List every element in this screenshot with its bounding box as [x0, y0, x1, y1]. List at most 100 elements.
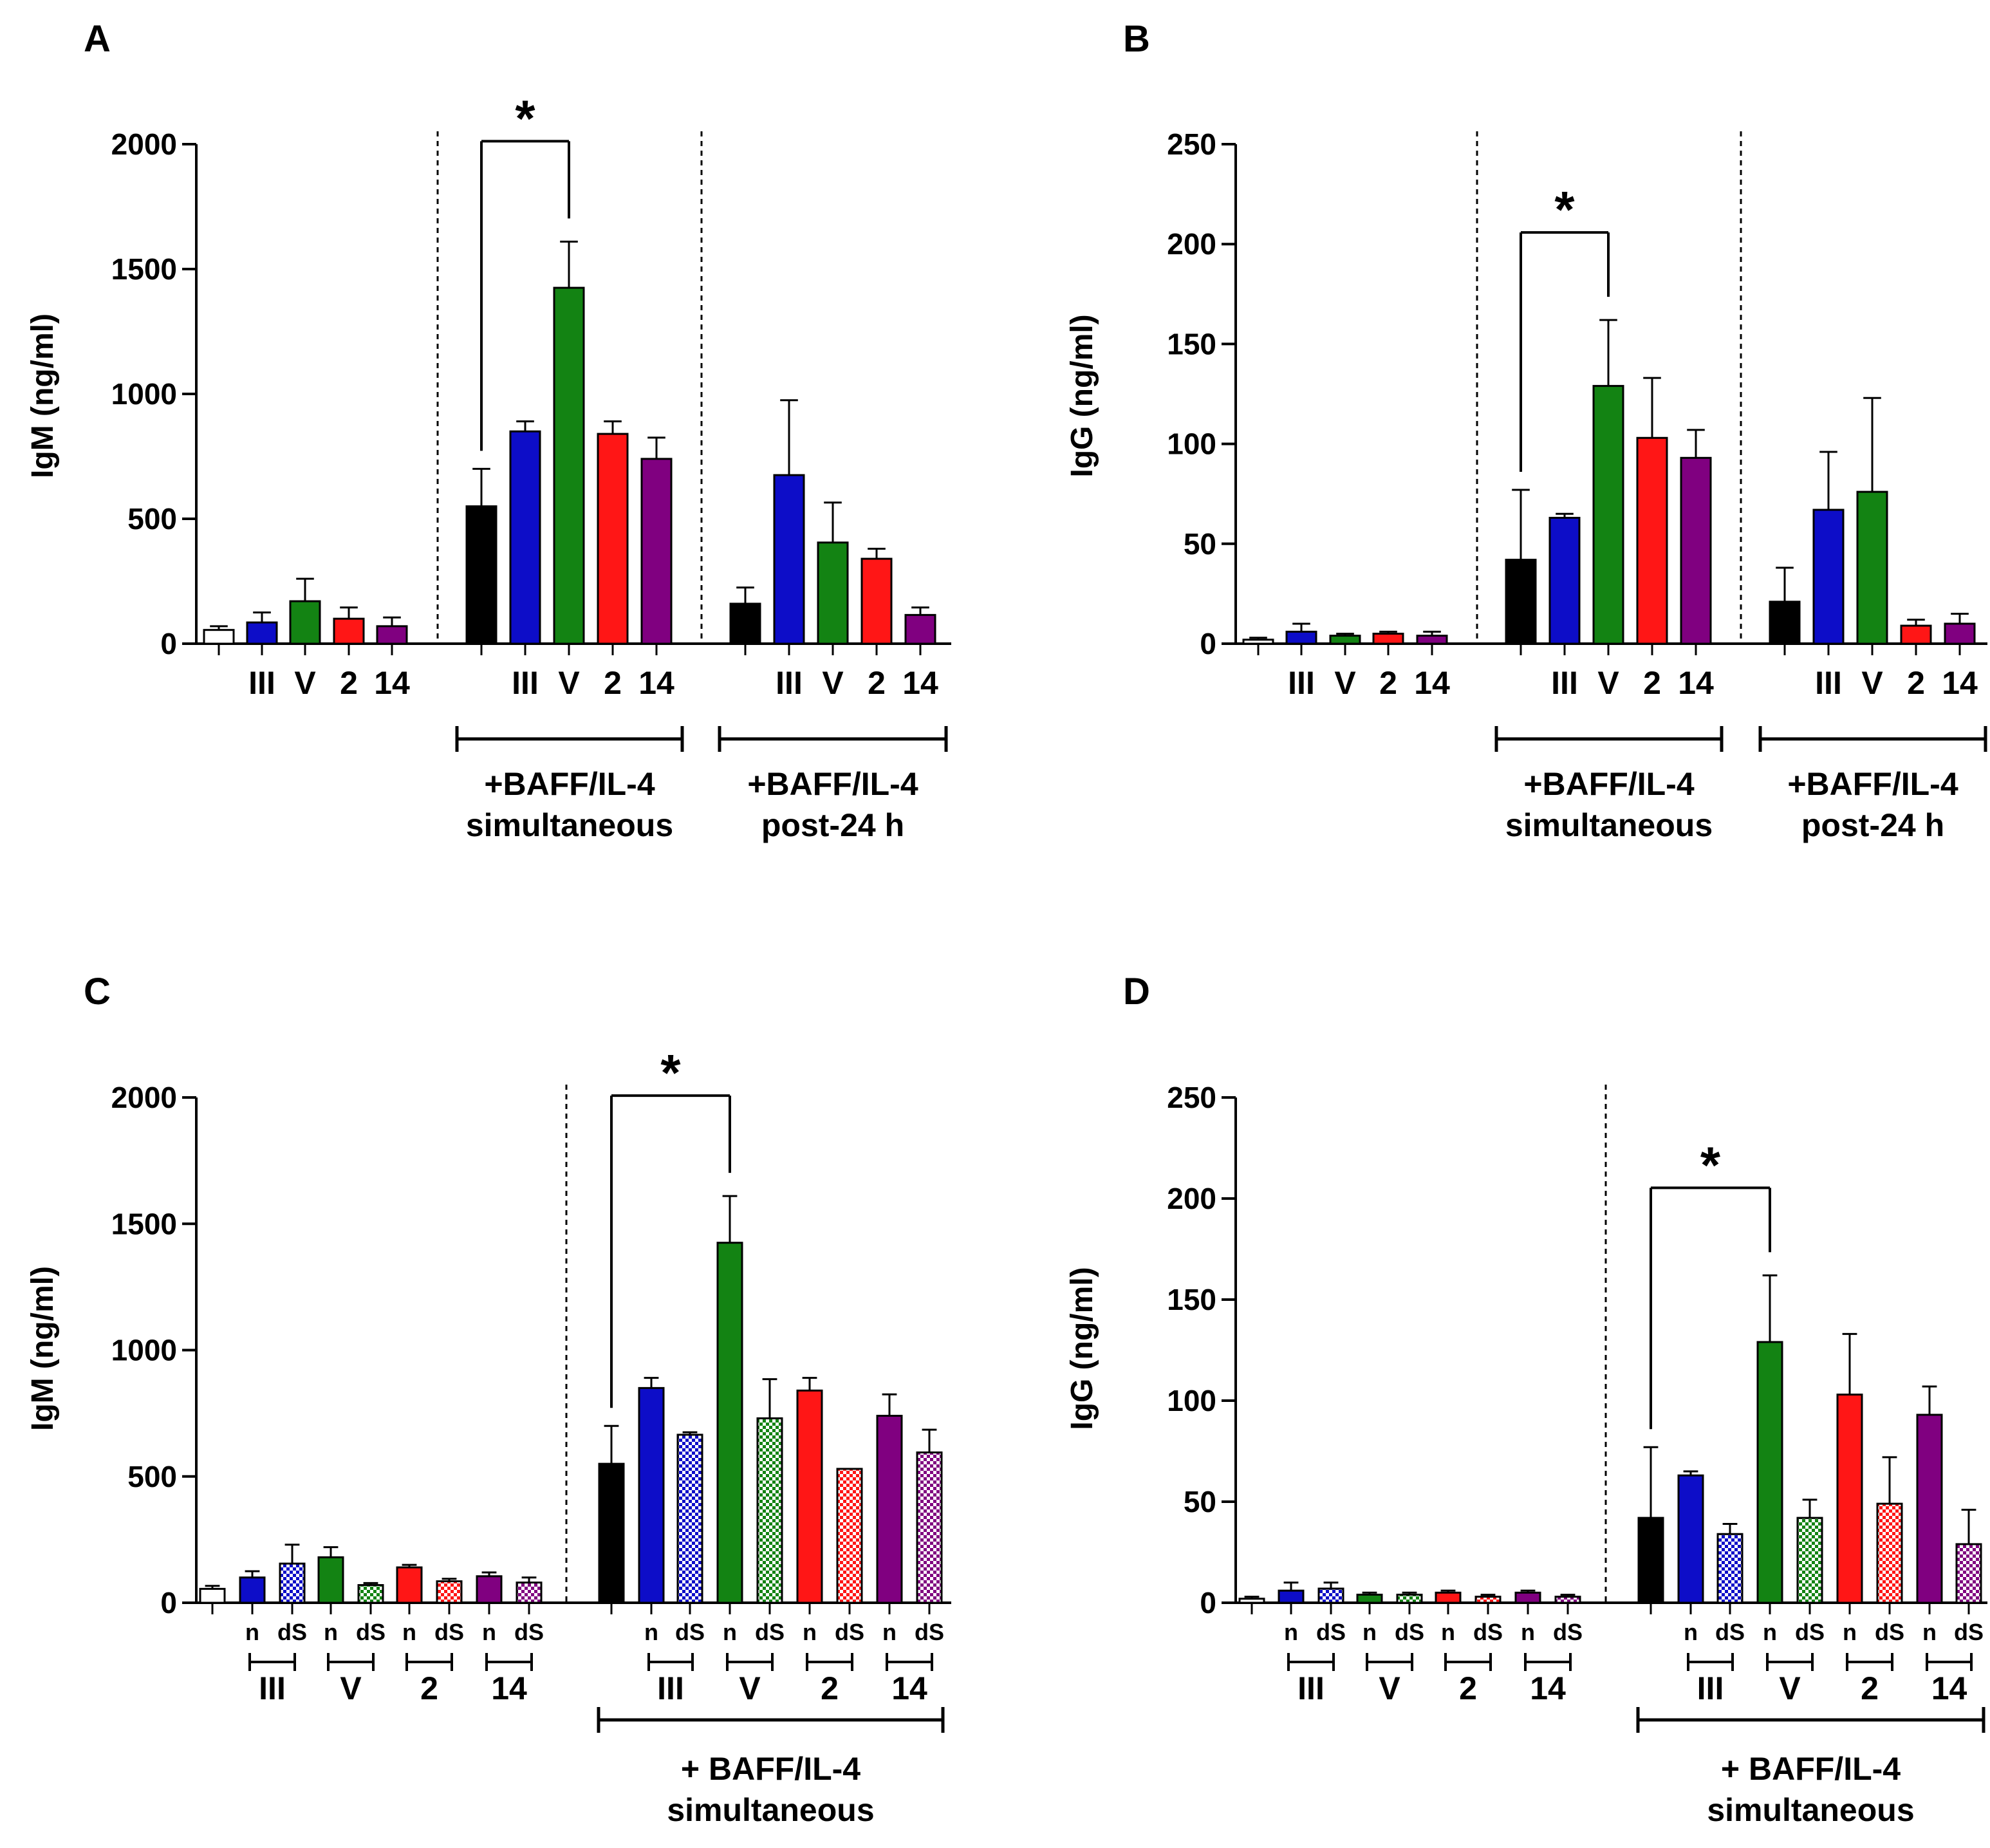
bar	[876, 1415, 903, 1604]
bar-label: n	[1284, 1619, 1298, 1645]
y-tick-label: 150	[1167, 327, 1216, 360]
bar	[1756, 1341, 1783, 1604]
bar	[436, 1580, 463, 1604]
y-tick-label: 100	[1167, 427, 1216, 461]
subgroup-label: 2	[1861, 1670, 1879, 1706]
bar	[1435, 1591, 1462, 1604]
y-tick-label: 0	[1200, 627, 1216, 660]
bar-label: n	[245, 1619, 259, 1645]
bar-label: III	[776, 665, 803, 701]
y-tick-label: 500	[127, 1460, 177, 1493]
bar-label: V	[1597, 665, 1619, 701]
bar	[638, 1386, 665, 1604]
bar-label: V	[822, 665, 844, 701]
bar	[1769, 601, 1801, 645]
bar-label: dS	[915, 1619, 944, 1645]
bar	[1238, 1598, 1265, 1604]
bar	[1317, 1587, 1344, 1604]
bar-label: n	[644, 1619, 658, 1645]
y-tick-label: 500	[127, 502, 177, 536]
bar	[396, 1566, 423, 1604]
bar-label: 14	[1942, 665, 1978, 701]
bar-label: III	[248, 665, 275, 701]
bar	[289, 600, 321, 645]
bar-label: n	[1684, 1619, 1698, 1645]
bar	[1636, 436, 1668, 645]
significance-star: *	[660, 1044, 681, 1101]
bar-label: dS	[1316, 1619, 1346, 1645]
bar-label: n	[1362, 1619, 1377, 1645]
bar-label: III	[512, 665, 539, 701]
bar-label: n	[803, 1619, 817, 1645]
bar	[1278, 1589, 1305, 1604]
bar-label: 14	[902, 665, 938, 701]
y-tick-label: 250	[1167, 1081, 1216, 1114]
bar	[465, 505, 498, 645]
bar-label: dS	[277, 1619, 307, 1645]
bar	[904, 613, 936, 645]
bar	[1677, 1474, 1704, 1604]
bar	[1955, 1543, 1982, 1604]
y-tick-label: 2000	[111, 1081, 177, 1114]
y-tick-label: 1500	[111, 1207, 177, 1240]
bar	[317, 1556, 344, 1604]
bar-label: dS	[1395, 1619, 1424, 1645]
bar	[1372, 632, 1404, 645]
bar-label: dS	[1954, 1619, 1984, 1645]
bar	[203, 629, 235, 645]
bar	[1242, 639, 1274, 645]
bar-label: n	[402, 1619, 416, 1645]
bar	[199, 1587, 226, 1604]
bar	[1356, 1593, 1383, 1604]
bar	[640, 458, 673, 645]
group-label: + BAFF/IL-4 simultaneous	[1707, 1751, 1914, 1828]
panel-letter-c: C	[84, 971, 111, 1013]
bar	[773, 474, 805, 645]
bar	[1900, 624, 1932, 645]
bar-label: V	[558, 665, 580, 701]
significance-star: *	[1700, 1136, 1721, 1193]
bar	[246, 621, 278, 645]
bar-label: dS	[1795, 1619, 1825, 1645]
y-tick-label: 1000	[111, 1334, 177, 1367]
bar	[1285, 630, 1317, 645]
group-label: +BAFF/IL-4 post-24 h	[747, 766, 918, 843]
group-label: +BAFF/IL-4 simultaneous	[1505, 766, 1713, 843]
subgroup-label: III	[259, 1670, 286, 1706]
bar	[1876, 1502, 1903, 1604]
y-axis-title-b: IgG (ng/ml)	[1065, 314, 1099, 477]
bar-label: dS	[1553, 1619, 1583, 1645]
bar-label: n	[723, 1619, 737, 1645]
bar-label: 2	[868, 665, 886, 701]
bar-label: 2	[1907, 665, 1925, 701]
bar-label: dS	[434, 1619, 464, 1645]
bar	[553, 286, 585, 645]
bar	[1505, 559, 1537, 645]
subgroup-label: 14	[891, 1670, 927, 1706]
y-tick-label: 2000	[111, 127, 177, 161]
bar	[729, 602, 761, 645]
bar-label: n	[1763, 1619, 1777, 1645]
bar-label: III	[1815, 665, 1842, 701]
bar	[598, 1462, 625, 1604]
bar-label: 14	[374, 665, 410, 701]
bar-label: dS	[755, 1619, 785, 1645]
bar	[716, 1242, 743, 1604]
bar-label: V	[294, 665, 316, 701]
y-tick-label: 50	[1184, 1485, 1216, 1518]
y-tick-label: 150	[1167, 1283, 1216, 1316]
subgroup-label: V	[340, 1670, 362, 1706]
group-label: +BAFF/IL-4 simultaneous	[466, 766, 673, 843]
y-tick-label: 50	[1184, 527, 1216, 561]
subgroup-label: 2	[420, 1670, 438, 1706]
subgroup-label: III	[657, 1670, 684, 1706]
bar	[1716, 1533, 1744, 1604]
bar	[1329, 635, 1361, 645]
bar-label: III	[1288, 665, 1315, 701]
bar	[1916, 1414, 1943, 1604]
y-axis-title-a: IgM (ng/ml)	[26, 313, 60, 478]
bar	[1514, 1591, 1541, 1604]
